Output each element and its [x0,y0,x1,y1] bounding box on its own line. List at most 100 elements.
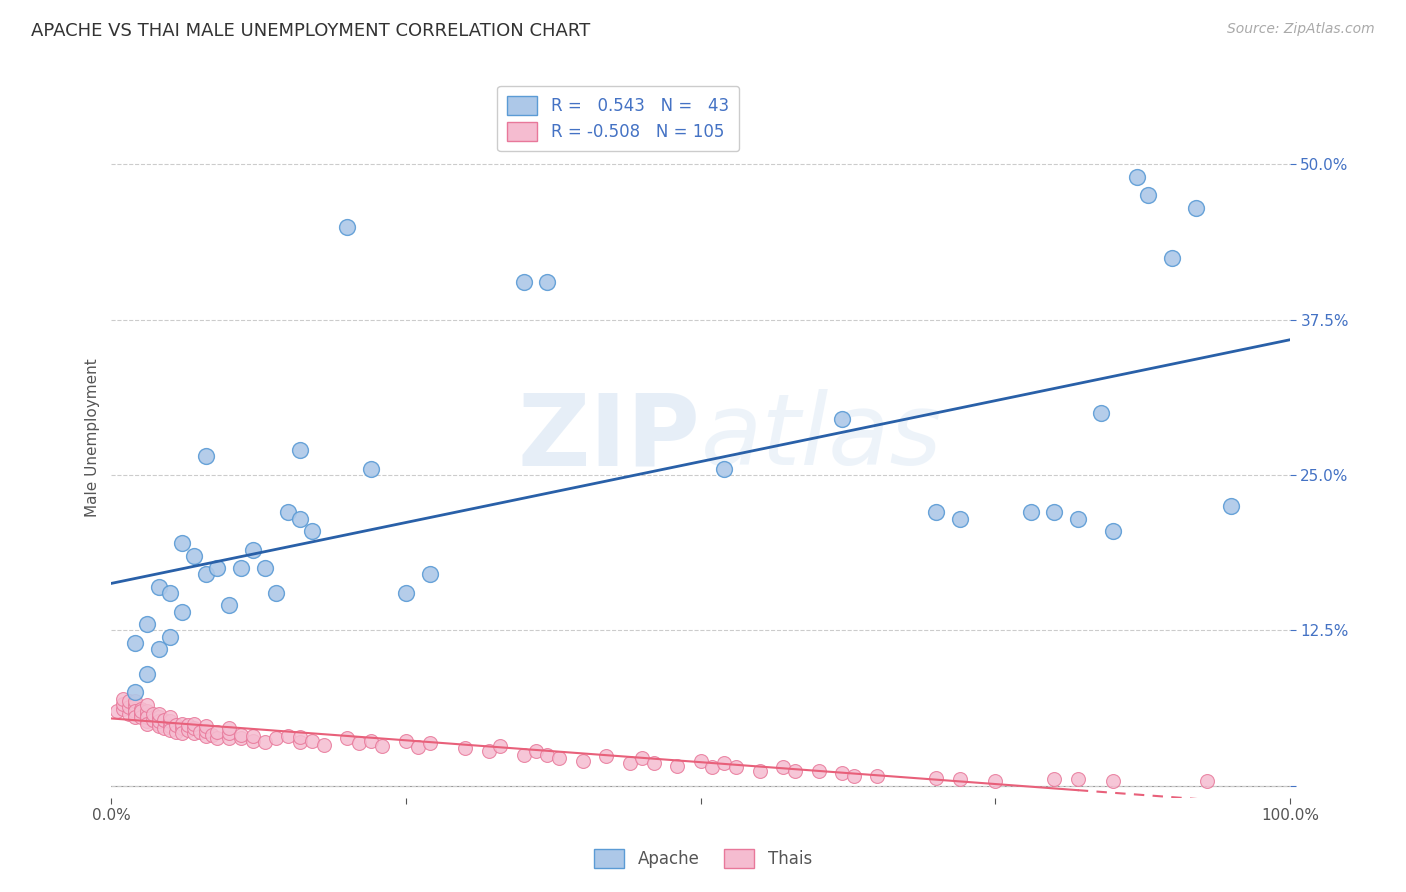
Point [124,636,146,650]
Point [689,754,711,768]
Point [572,754,595,768]
Point [595,748,617,763]
Point [135,710,157,724]
Point [524,744,547,758]
Point [129,706,152,721]
Point [172,536,194,550]
Point [135,666,157,681]
Point [301,734,323,748]
Point [371,739,394,753]
Point [218,599,240,613]
Point [489,739,512,753]
Legend: R =   0.543   N =   43, R = -0.508   N = 105: R = 0.543 N = 43, R = -0.508 N = 105 [498,86,740,151]
Point [200,728,222,742]
Point [229,728,252,742]
Point [218,726,240,740]
Point [1067,772,1090,787]
Point [1102,524,1125,538]
Point [1161,251,1184,265]
Point [831,766,853,780]
Point [142,706,165,721]
Point [142,713,165,727]
Text: APACHE VS THAI MALE UNEMPLOYMENT CORRELATION CHART: APACHE VS THAI MALE UNEMPLOYMENT CORRELA… [31,22,591,40]
Point [124,706,146,721]
Point [619,756,641,771]
Point [536,747,558,762]
Point [288,735,311,749]
Point [1043,505,1066,519]
Point [194,729,217,743]
Point [183,726,205,740]
Point [360,734,382,748]
Point [419,736,441,750]
Point [177,718,200,732]
Point [159,586,181,600]
Point [118,706,141,721]
Point [159,719,181,733]
Point [395,586,418,600]
Point [124,694,146,708]
Point [253,735,276,749]
Point [477,744,499,758]
Point [288,443,311,458]
Point [842,769,865,783]
Point [135,716,157,731]
Point [630,751,652,765]
Point [312,738,335,752]
Point [188,725,211,739]
Point [724,760,747,774]
Point [112,701,135,715]
Legend: Apache, Thais: Apache, Thais [588,842,818,875]
Point [336,731,359,746]
Point [277,505,299,519]
Text: atlas: atlas [700,389,942,486]
Point [1184,201,1206,215]
Point [1067,511,1090,525]
Point [112,691,135,706]
Point [218,722,240,736]
Point [1043,772,1066,787]
Point [153,713,176,727]
Point [1125,169,1147,184]
Point [242,729,264,743]
Point [406,740,429,755]
Point [1137,188,1160,202]
Point [129,704,152,718]
Point [194,719,217,733]
Point [148,580,170,594]
Point [148,719,170,733]
Point [172,716,194,731]
Point [148,710,170,724]
Point [702,760,724,774]
Point [301,524,323,538]
Point [183,722,205,736]
Point [183,716,205,731]
Point [266,731,288,746]
Point [925,505,948,519]
Point [772,760,794,774]
Point [194,567,217,582]
Point [207,731,229,746]
Point [124,701,146,715]
Point [253,561,276,575]
Point [229,561,252,575]
Point [513,747,536,762]
Point [172,605,194,619]
Point [713,462,735,476]
Point [666,758,689,772]
Point [1197,773,1219,788]
Point [148,642,170,657]
Point [1220,499,1243,513]
Point [172,726,194,740]
Point [242,542,264,557]
Text: ZIP: ZIP [517,389,700,486]
Point [207,561,229,575]
Point [124,710,146,724]
Point [454,741,477,756]
Point [807,764,830,778]
Point [831,412,853,426]
Point [148,714,170,728]
Point [165,718,187,732]
Point [1102,773,1125,788]
Point [153,722,176,736]
